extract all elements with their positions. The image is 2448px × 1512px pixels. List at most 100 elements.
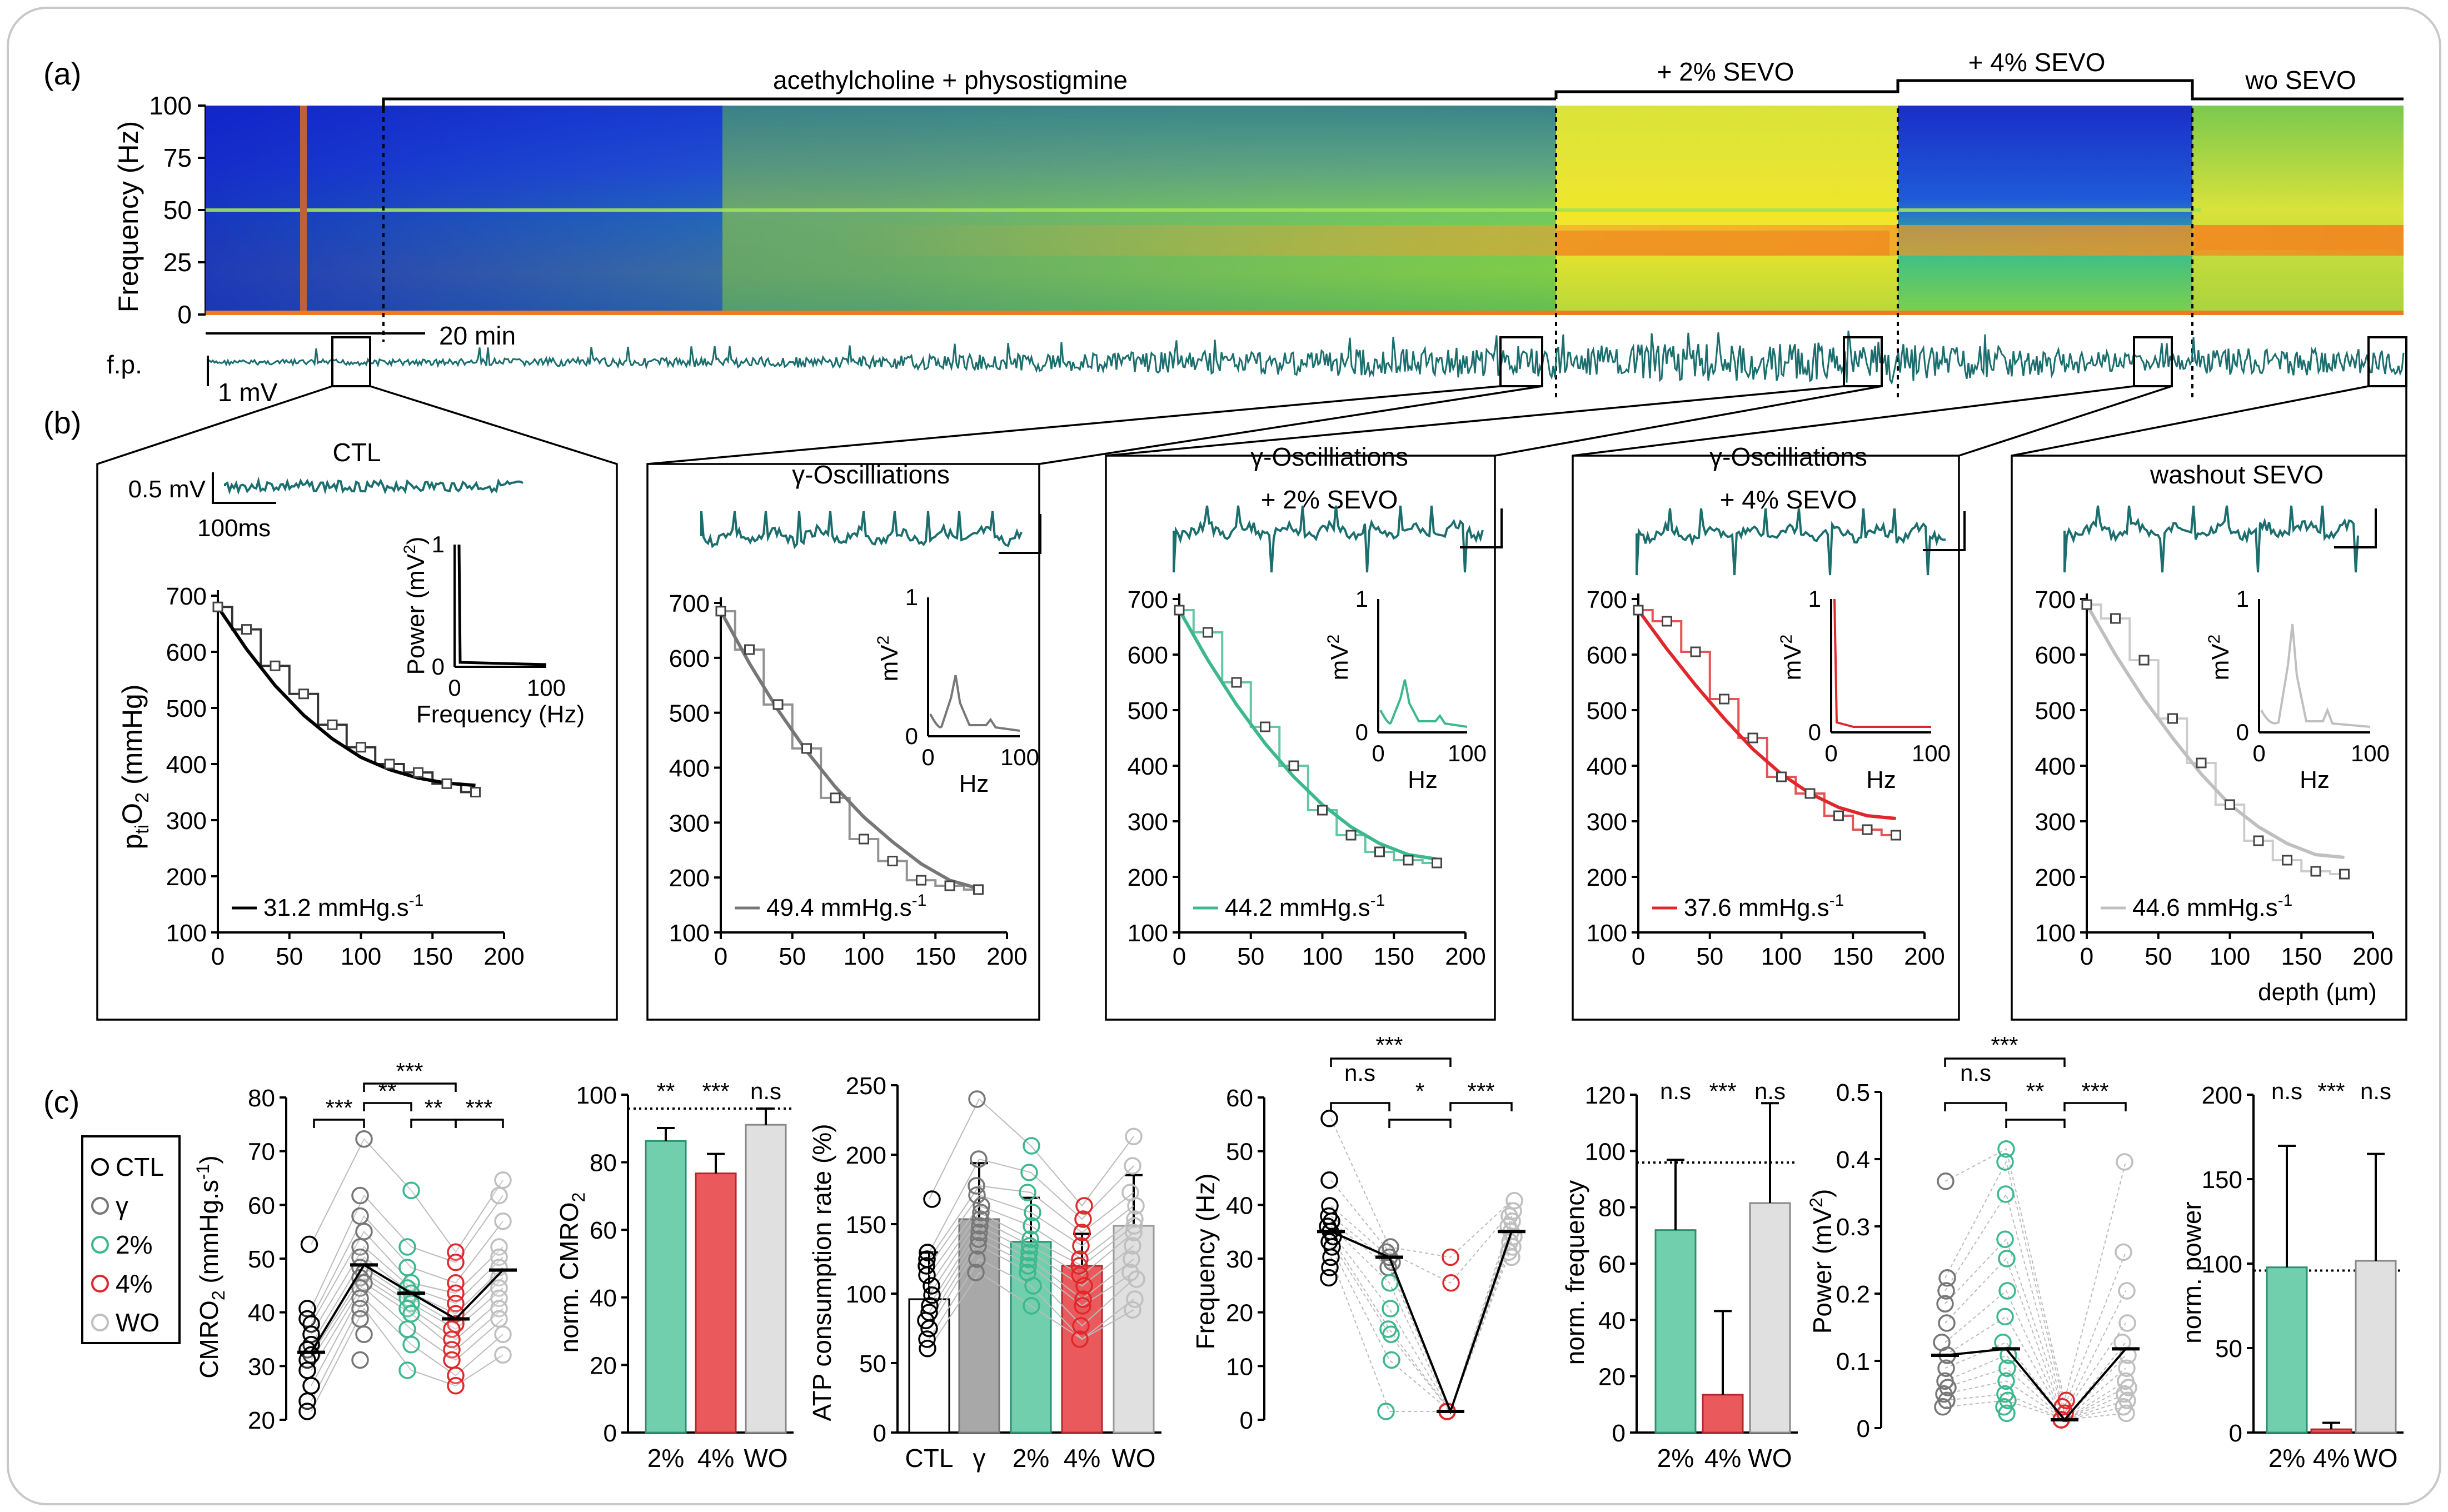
category-label: 2% (2268, 1444, 2305, 1473)
significance-label: *** (2317, 1078, 2345, 1104)
time-scale-label: 20 min (439, 321, 516, 350)
y-tick-label: 0 (1612, 1420, 1626, 1447)
condition-brackets (382, 79, 2404, 111)
y-tick-label: 50 (2215, 1335, 2242, 1363)
y-tick-label: 60 (248, 1192, 275, 1219)
measured-step-line (1179, 609, 1437, 864)
data-point (1020, 1250, 1038, 1268)
data-point (1633, 605, 1644, 616)
inset-spectrum (2260, 623, 2371, 728)
inset-y-label-sup: 2 (1777, 635, 1796, 644)
data-point (971, 1210, 989, 1228)
x-tick-label: 100 (1302, 943, 1343, 970)
significance-label: n.s (2271, 1078, 2302, 1104)
bar (1113, 1225, 1155, 1434)
significance-label: *** (325, 1095, 352, 1121)
bar (745, 1124, 787, 1434)
data-point (441, 778, 452, 789)
data-point (355, 1222, 373, 1240)
bar (2355, 1260, 2397, 1434)
data-point (859, 834, 869, 845)
subject-line (1945, 1341, 2126, 1421)
y-tick-label: 300 (1128, 809, 1168, 836)
data-point (1345, 830, 1357, 841)
y-label-ylabel_main: p (117, 834, 148, 850)
depth-profile-3: γ-Oscilliations+ 4% SEVO7006005004003002… (1587, 442, 1966, 970)
data-point (1997, 1140, 2015, 1158)
data-point (1023, 1297, 1040, 1315)
y-label-ylabel_sub1: ti (132, 825, 153, 834)
data-point (1023, 1217, 1040, 1235)
inset-x-tick-label: 100 (527, 675, 566, 701)
y-tick-label: 50 (248, 1246, 275, 1273)
subject-line (1945, 1192, 2126, 1415)
category-label: CTL (905, 1444, 954, 1473)
data-point (494, 1325, 512, 1343)
data-point (968, 1177, 985, 1195)
data-point (970, 1230, 988, 1248)
data-point (1123, 1250, 1140, 1268)
y-tick-label: 300 (166, 807, 207, 835)
inset-x-label: Frequency (Hz) (416, 701, 585, 728)
data-point (1320, 1171, 1338, 1189)
subpanel-title: CTL (333, 438, 381, 467)
y-tick-label: 600 (2035, 642, 2076, 669)
spectrogram-y-label: Frequency (Hz) (113, 121, 144, 313)
inset-y-tick-label: 0 (432, 653, 445, 680)
y-tick-label: 150 (2202, 1166, 2242, 1194)
significance-label: ** (657, 1078, 675, 1104)
subject-line (311, 1215, 503, 1319)
y-tick-label: 0.2 (1836, 1281, 1870, 1308)
data-point (1998, 1404, 2016, 1423)
data-point (1662, 616, 1672, 627)
y-tick-label: 50 (1226, 1139, 1253, 1166)
oscillation-trace (1173, 505, 1484, 573)
y-tick-label: 40 (1598, 1307, 1626, 1334)
data-point (1320, 1110, 1338, 1127)
data-point (968, 1186, 986, 1204)
y-tick-label: 300 (1587, 809, 1627, 836)
data-point (1203, 627, 1213, 638)
data-point (1128, 1270, 1145, 1288)
significance-bracket (1944, 1102, 2007, 1111)
bar (695, 1172, 737, 1434)
data-point (1937, 1172, 1955, 1190)
category-label: 2% (1013, 1444, 1049, 1473)
measured-step-line (2087, 603, 2345, 875)
category-label: 2% (1657, 1444, 1694, 1473)
x-tick-label: 200 (986, 943, 1027, 970)
y-tick-label: 40 (1226, 1192, 1253, 1219)
data-point (919, 1340, 936, 1358)
y-tick-label: 60 (590, 1217, 617, 1244)
inset-y-label: Power (mV2) (401, 537, 430, 675)
data-point (923, 1190, 941, 1208)
median-line (1330, 1230, 1513, 1415)
data-point (1374, 846, 1385, 857)
spectrogram-y-ticks: 100 75 50 25 0 (149, 91, 207, 329)
bar (1654, 1229, 1697, 1434)
subject-line (311, 1230, 503, 1325)
data-point (443, 1351, 461, 1369)
inset-y-tick-label: 0 (905, 723, 918, 749)
significance-bracket (455, 1119, 504, 1128)
subject-line (311, 1194, 503, 1309)
x-tick-label: 150 (1833, 943, 1873, 970)
bar (645, 1140, 687, 1434)
inset-x-tick-label: 0 (921, 744, 934, 770)
oscillation-trace (700, 511, 1023, 550)
data-point (1074, 1210, 1092, 1228)
fp-zoom-boxes (331, 336, 2407, 387)
y-tick-label: 20 (590, 1352, 617, 1379)
inset-y-label-text: Power (mV (402, 553, 430, 675)
bar (2310, 1428, 2352, 1434)
data-point (917, 1311, 935, 1330)
panel-b-label: (b) (43, 405, 81, 440)
x-tick-label: 150 (1374, 943, 1414, 970)
cmro2-y-label-part: (mmHg.s (195, 1180, 223, 1290)
data-point (1021, 1230, 1039, 1248)
data-point (1073, 1224, 1091, 1241)
ctl-trace-group: 0.5 mV 100ms (128, 472, 523, 542)
